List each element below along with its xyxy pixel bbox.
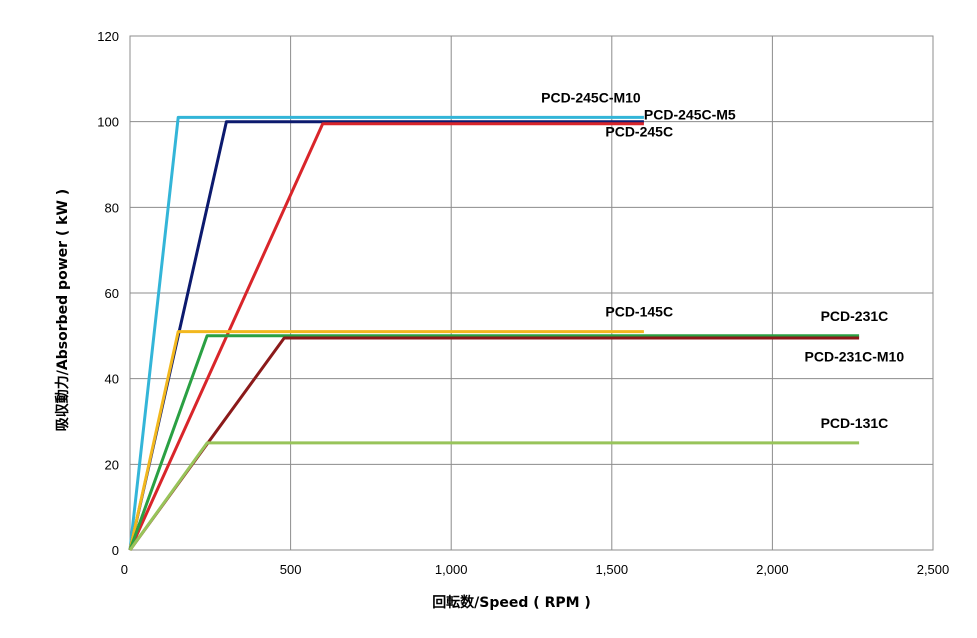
x-axis-title: 回転数/Speed ( RPM ) — [432, 594, 591, 611]
y-axis-title: 吸収動力/Absorbed power ( kW ) — [54, 189, 71, 431]
x-tick-label: 1,500 — [596, 562, 629, 577]
plot-area-frame — [129, 35, 934, 551]
x-tick-label: 0 — [121, 562, 128, 577]
series-label: PCD-145C — [605, 304, 673, 320]
y-tick-label: 100 — [97, 115, 119, 130]
series-line — [128, 115, 644, 551]
series-line — [128, 334, 860, 551]
x-tick-label: 500 — [280, 562, 302, 577]
x-tick-label: 2,500 — [917, 562, 950, 577]
series-line — [128, 122, 644, 551]
y-tick-label: 20 — [105, 457, 119, 472]
x-tick-labels: 0 500 1,000 1,500 2,000 2,500 — [121, 562, 950, 577]
y-tick-labels: 0 20 40 60 80 100 120 — [97, 29, 119, 558]
series-label: PCD-245C-M10 — [541, 89, 641, 105]
y-tick-label: 120 — [97, 29, 119, 44]
series-label: PCD-245C-M5 — [644, 107, 736, 123]
y-tick-label: 80 — [105, 200, 119, 215]
series-label: PCD-231C-M10 — [805, 349, 905, 365]
series-line — [128, 330, 644, 551]
x-tick-label: 2,000 — [756, 562, 789, 577]
series-label: PCD-231C — [821, 308, 889, 324]
y-tick-label: 0 — [112, 543, 119, 558]
y-tick-label: 60 — [105, 286, 119, 301]
series-line — [128, 441, 860, 551]
series-label: PCD-131C — [821, 415, 889, 431]
y-tick-label: 40 — [105, 372, 119, 387]
grid-lines — [129, 35, 934, 551]
series-label: PCD-245C — [605, 124, 673, 140]
x-tick-label: 1,000 — [435, 562, 468, 577]
series-lines — [128, 115, 860, 551]
